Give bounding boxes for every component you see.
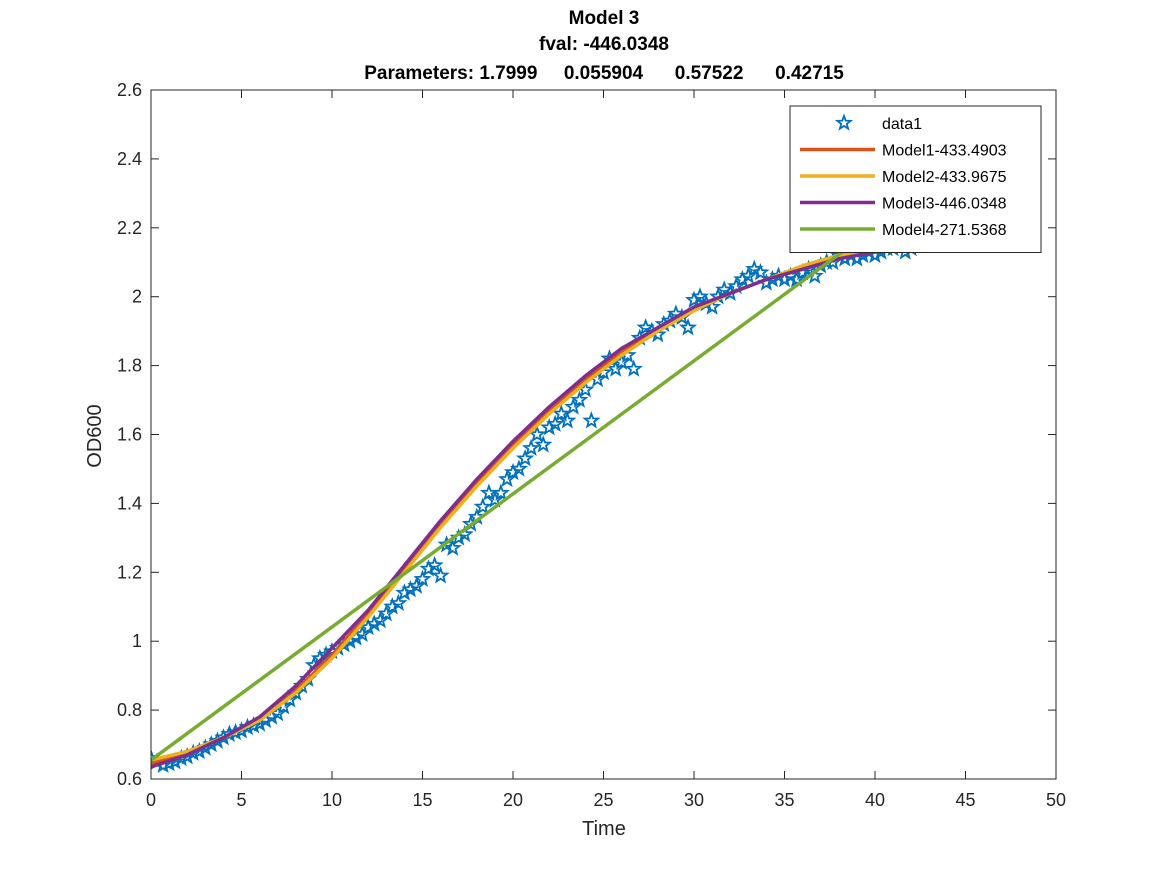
data-point xyxy=(485,490,505,508)
chart-parameters: Parameters: 1.7999 0.055904 0.57522 0.42… xyxy=(364,63,844,84)
legend-label: Model2-433.9675 xyxy=(882,169,1007,186)
legend-marker xyxy=(834,113,854,131)
data-point xyxy=(739,266,758,284)
data-point xyxy=(684,290,704,308)
data-point xyxy=(377,604,396,622)
data-point xyxy=(383,597,402,615)
data-point xyxy=(413,569,432,587)
data-point xyxy=(751,263,770,281)
data-point xyxy=(395,583,414,601)
data-point xyxy=(516,449,535,467)
data-point xyxy=(401,579,420,598)
data-point xyxy=(678,318,698,336)
x-tick-label: 35 xyxy=(774,790,794,810)
y-tick-label: 0.8 xyxy=(117,700,142,720)
y-tick-label: 2.2 xyxy=(117,218,142,238)
data-point xyxy=(491,483,510,501)
series-layer xyxy=(151,225,995,773)
data-point xyxy=(419,559,438,577)
legend-label: Model3-446.0348 xyxy=(882,196,1007,213)
data-point xyxy=(570,390,589,408)
y-tick-label: 2.4 xyxy=(117,149,142,169)
x-tick-label: 30 xyxy=(684,790,704,810)
series-line-Model3-446.0348 xyxy=(151,229,995,769)
data-point xyxy=(371,610,390,629)
y-tick-label: 2 xyxy=(132,287,142,307)
x-tick-label: 45 xyxy=(955,790,975,810)
y-tick-label: 1.4 xyxy=(117,493,142,513)
data-point xyxy=(443,538,462,556)
y-tick-label: 1.8 xyxy=(117,356,142,376)
chart-subtitle: fval: -446.0348 xyxy=(539,34,669,55)
y-tick-label: 1 xyxy=(132,631,142,651)
x-tick-label: 20 xyxy=(503,790,523,810)
legend-label: Model4-271.5368 xyxy=(882,222,1007,239)
data-point xyxy=(365,614,384,632)
data-point xyxy=(540,418,559,436)
y-tick-label: 1.6 xyxy=(117,425,142,445)
y-tick-label: 1.2 xyxy=(117,562,142,582)
x-tick-label: 40 xyxy=(865,790,885,810)
series-line-Model4-271.5368 xyxy=(151,226,877,762)
data-point xyxy=(582,411,601,429)
y-tick-label: 0.6 xyxy=(117,769,142,789)
data-point xyxy=(497,469,517,488)
legend: data1 Model1-433.4903 Model2-433.9675 Model… xyxy=(789,105,1042,253)
x-axis-label: Time xyxy=(582,818,626,840)
y-axis-label: OD600 xyxy=(84,404,106,467)
data-point xyxy=(624,359,643,377)
x-tick-label: 25 xyxy=(593,790,613,810)
x-tick-label: 10 xyxy=(322,790,342,810)
data-point xyxy=(389,593,408,612)
data-point xyxy=(425,555,444,574)
axes-layer: 0 5 10 15 20 25 30 35 40 45 50 0.6 0.8 1 1.2 1.4 1.6 1.8 2… xyxy=(117,80,1066,810)
legend-label: data1 xyxy=(882,116,922,133)
data-point xyxy=(558,411,577,429)
x-tick-label: 50 xyxy=(1046,790,1066,810)
data-point xyxy=(690,287,710,305)
series-clip-group xyxy=(151,225,995,773)
data-point xyxy=(552,404,571,422)
data-point xyxy=(431,566,450,584)
series-line-Model2-433.9675 xyxy=(151,226,995,762)
chart-title: Model 3 xyxy=(569,8,640,29)
data-point xyxy=(316,645,336,663)
data-point xyxy=(546,414,565,432)
data-point xyxy=(521,438,541,457)
legend-label: Model1-433.4903 xyxy=(882,143,1007,160)
data-point xyxy=(733,269,752,288)
data-point xyxy=(509,459,529,477)
x-tick-label: 15 xyxy=(412,790,432,810)
x-tick-label: 5 xyxy=(236,790,246,810)
x-tick-label: 0 xyxy=(146,790,156,810)
data-point xyxy=(503,462,523,481)
data-point xyxy=(473,497,492,515)
y-tick-label: 2.6 xyxy=(117,80,142,100)
data-point xyxy=(534,435,553,453)
data-point xyxy=(407,576,426,594)
